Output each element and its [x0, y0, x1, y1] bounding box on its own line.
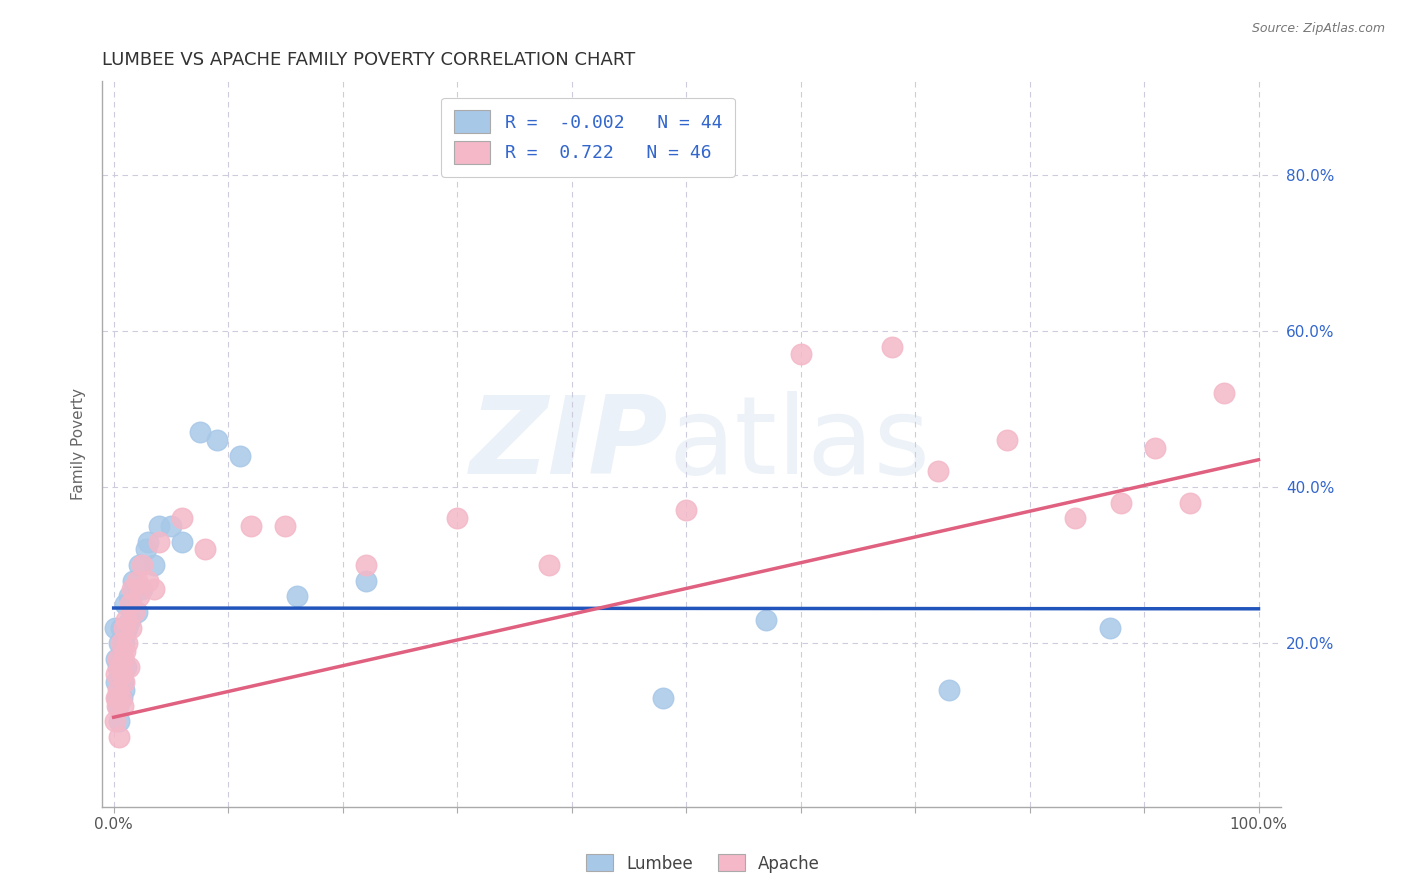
- Point: [111, 621, 134, 635]
- Point: [117, 590, 139, 604]
- Text: ZIP: ZIP: [470, 392, 668, 497]
- Point: [110, 621, 132, 635]
- Point: [172, 511, 194, 525]
- Point: [135, 542, 157, 557]
- Point: [148, 534, 170, 549]
- Point: [115, 613, 138, 627]
- Point: [104, 667, 127, 681]
- Point: [115, 659, 138, 673]
- Point: [1144, 441, 1167, 455]
- Point: [114, 628, 136, 642]
- Point: [228, 449, 250, 463]
- Text: atlas: atlas: [668, 392, 931, 497]
- Point: [205, 434, 228, 448]
- Point: [120, 597, 142, 611]
- Point: [274, 519, 297, 533]
- Point: [108, 730, 131, 744]
- Point: [131, 558, 153, 573]
- Point: [104, 714, 127, 728]
- Point: [354, 574, 377, 588]
- Point: [104, 675, 127, 690]
- Point: [148, 519, 170, 533]
- Point: [107, 682, 129, 697]
- Legend: R =  -0.002   N = 44, R =  0.722   N = 46: R = -0.002 N = 44, R = 0.722 N = 46: [441, 97, 735, 177]
- Point: [117, 621, 139, 635]
- Point: [122, 574, 145, 588]
- Point: [938, 682, 960, 697]
- Point: [104, 651, 127, 665]
- Point: [995, 434, 1018, 448]
- Point: [927, 465, 949, 479]
- Point: [160, 519, 183, 533]
- Point: [120, 621, 142, 635]
- Point: [128, 558, 150, 573]
- Point: [194, 542, 217, 557]
- Point: [125, 605, 148, 619]
- Point: [111, 651, 134, 665]
- Point: [1178, 496, 1201, 510]
- Point: [112, 621, 135, 635]
- Point: [675, 503, 697, 517]
- Point: [125, 574, 148, 588]
- Point: [1109, 496, 1132, 510]
- Point: [104, 621, 127, 635]
- Point: [117, 636, 139, 650]
- Point: [789, 347, 811, 361]
- Text: Source: ZipAtlas.com: Source: ZipAtlas.com: [1251, 22, 1385, 36]
- Point: [240, 519, 263, 533]
- Point: [142, 582, 165, 596]
- Point: [1064, 511, 1087, 525]
- Point: [172, 534, 194, 549]
- Point: [136, 574, 159, 588]
- Point: [652, 690, 675, 705]
- Point: [188, 425, 211, 440]
- Point: [111, 667, 134, 681]
- Point: [1098, 621, 1121, 635]
- Point: [114, 597, 136, 611]
- Point: [114, 644, 136, 658]
- Point: [108, 636, 131, 650]
- Point: [105, 690, 128, 705]
- Point: [131, 582, 153, 596]
- Point: [108, 714, 131, 728]
- Point: [107, 659, 129, 673]
- Point: [111, 690, 134, 705]
- Point: [112, 636, 135, 650]
- Point: [446, 511, 468, 525]
- Point: [122, 605, 145, 619]
- Point: [354, 558, 377, 573]
- Legend: Lumbee, Apache: Lumbee, Apache: [579, 847, 827, 880]
- Point: [537, 558, 560, 573]
- Point: [121, 582, 143, 596]
- Point: [105, 698, 128, 713]
- Point: [122, 582, 145, 596]
- Point: [104, 690, 127, 705]
- Point: [285, 590, 308, 604]
- Point: [111, 675, 134, 690]
- Point: [110, 636, 132, 650]
- Point: [118, 597, 141, 611]
- Point: [136, 534, 159, 549]
- Point: [755, 613, 778, 627]
- Point: [1213, 386, 1236, 401]
- Point: [118, 613, 141, 627]
- Point: [112, 675, 135, 690]
- Point: [107, 651, 129, 665]
- Y-axis label: Family Poverty: Family Poverty: [72, 388, 86, 500]
- Point: [112, 682, 135, 697]
- Point: [117, 659, 139, 673]
- Point: [107, 698, 129, 713]
- Point: [111, 651, 134, 665]
- Point: [128, 590, 150, 604]
- Text: LUMBEE VS APACHE FAMILY POVERTY CORRELATION CHART: LUMBEE VS APACHE FAMILY POVERTY CORRELAT…: [103, 51, 636, 69]
- Point: [110, 690, 132, 705]
- Point: [142, 558, 165, 573]
- Point: [111, 644, 134, 658]
- Point: [108, 659, 131, 673]
- Point: [882, 340, 904, 354]
- Point: [111, 698, 134, 713]
- Point: [110, 667, 132, 681]
